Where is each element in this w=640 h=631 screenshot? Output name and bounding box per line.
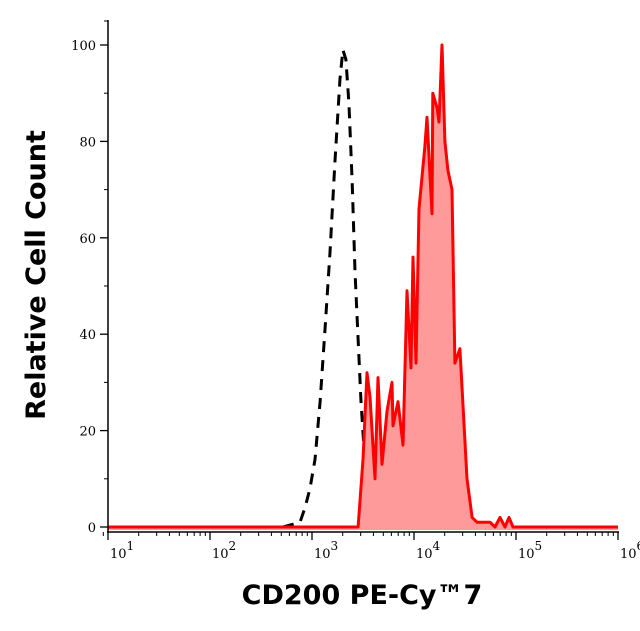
x-tick-label: 104 [416, 539, 441, 562]
stained-series-line [108, 43, 618, 529]
x-tick-label: 102 [212, 539, 236, 562]
x-axis-title: CD200 PE-Cy™7 [242, 580, 483, 611]
x-tick-label: 103 [314, 539, 338, 562]
y-tick-label: 20 [79, 425, 96, 440]
x-tick-label: 106 [620, 539, 640, 562]
ticks: 101 102 103 104 105 106 0 20 40 60 80 100 [71, 20, 640, 562]
x-tick-label: 105 [518, 539, 542, 562]
axes [107, 20, 619, 533]
y-axis-title: Relative Cell Count [21, 130, 52, 420]
series-layer [108, 43, 618, 530]
y-tick-label: 80 [79, 135, 96, 150]
y-tick-label: 40 [79, 328, 96, 343]
y-tick-label: 0 [88, 521, 96, 536]
x-tick-label: 101 [110, 539, 134, 562]
y-tick-label: 60 [79, 232, 96, 247]
y-tick-label: 100 [71, 39, 96, 54]
